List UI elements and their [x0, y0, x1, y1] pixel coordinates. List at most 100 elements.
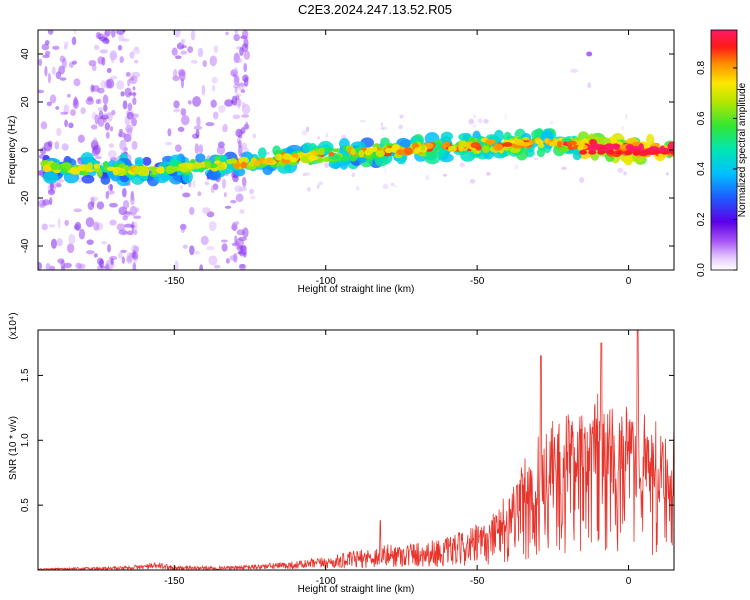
ridge-blob	[116, 169, 126, 177]
colorbar-tick-label: 0.2	[696, 212, 707, 226]
noise-speckle	[103, 104, 108, 112]
ridge-blob	[156, 166, 165, 174]
noise-speckle	[118, 34, 125, 42]
colorbar-tick-label: 0.0	[696, 263, 707, 277]
ridge-blob	[638, 143, 645, 152]
noise-speckle	[131, 117, 137, 127]
snr-y-axis: 0.5 1.0 1.5	[20, 368, 674, 512]
noise-speckle	[231, 95, 238, 106]
noise-speckle	[483, 118, 489, 124]
noise-speckle	[73, 78, 81, 87]
ridge-blob	[349, 154, 358, 162]
noise-speckle	[316, 184, 320, 189]
noise-speckle	[193, 125, 203, 130]
noise-speckle	[97, 56, 105, 65]
noise-speckle	[224, 99, 234, 107]
noise-speckle	[49, 181, 54, 191]
noise-speckle	[382, 183, 389, 190]
noise-speckle	[73, 224, 80, 230]
ridge-blob	[86, 162, 93, 170]
noise-speckle	[75, 262, 82, 270]
noise-speckle	[252, 133, 257, 139]
ridge-blob	[396, 149, 405, 156]
noise-speckle	[131, 140, 138, 150]
ridge-blob	[485, 138, 496, 145]
noise-speckle	[305, 126, 310, 133]
noise-speckle	[97, 107, 103, 112]
noise-speckle	[174, 260, 179, 270]
noise-speckle	[617, 167, 624, 173]
ridge-blob	[133, 166, 143, 173]
colorbar-tick-label: 0.6	[696, 111, 707, 125]
noise-speckle	[242, 244, 247, 253]
ridge-blob	[195, 153, 206, 163]
noise-speckle	[80, 107, 86, 115]
noise-speckle	[210, 185, 215, 194]
ridge-blob	[142, 156, 152, 166]
y-tick-label: 0	[20, 147, 31, 153]
noise-speckle	[233, 57, 243, 63]
noise-speckle	[44, 40, 50, 46]
noise-speckle	[93, 137, 98, 143]
ridge-blob	[134, 157, 144, 166]
snr-panel: -150 -100 -50 0 0.5 1.0 1.5 Height of straigh…	[8, 312, 675, 595]
ridge-blob	[176, 171, 183, 176]
snr-y-label: SNR (10 * v/v)	[8, 416, 19, 480]
noise-speckle	[110, 49, 117, 58]
noise-speckle	[109, 219, 117, 226]
noise-speckle	[225, 258, 230, 264]
noise-speckle	[189, 245, 195, 256]
noise-speckle	[66, 243, 75, 254]
noise-speckle	[44, 50, 51, 56]
noise-speckle	[133, 59, 139, 64]
ridge-blob	[192, 162, 204, 169]
noise-speckle	[165, 141, 173, 146]
noise-speckle	[68, 233, 76, 245]
ridge-blob	[79, 164, 90, 169]
noise-speckle	[110, 56, 115, 64]
ridge-blob	[364, 149, 372, 156]
noise-speckle	[221, 178, 226, 189]
noise-speckle	[94, 44, 99, 49]
colorbar-tick-label: 0.4	[696, 162, 707, 176]
peak-blob	[588, 150, 597, 155]
noise-speckle	[86, 239, 94, 245]
noise-speckle	[99, 49, 109, 54]
noise-speckle	[42, 54, 50, 59]
noise-speckle	[325, 132, 328, 139]
noise-speckle	[579, 177, 585, 183]
spectrogram-y-axis: -40 -20 0 20 40	[20, 48, 674, 253]
noise-speckle	[549, 120, 553, 125]
x-tick-label: -50	[470, 276, 485, 287]
noise-speckle	[398, 124, 403, 130]
noise-speckle	[237, 98, 241, 109]
noise-speckle	[173, 30, 181, 38]
noise-speckle	[224, 205, 232, 209]
peak-blob	[660, 150, 669, 155]
noise-speckle	[243, 62, 248, 73]
noise-speckle	[205, 121, 215, 127]
noise-speckle	[41, 43, 50, 51]
noise-speckle	[57, 217, 61, 229]
noise-speckle	[38, 58, 43, 67]
peak-blob	[615, 150, 624, 155]
peak-blob	[633, 150, 642, 155]
noise-speckle	[132, 86, 136, 91]
noise-speckle	[399, 114, 404, 119]
noise-speckle	[189, 206, 195, 215]
noise-speckle	[132, 97, 137, 106]
noise-speckle	[241, 114, 250, 118]
noise-speckle	[51, 66, 56, 76]
ridge-blob	[535, 139, 544, 145]
noise-speckle	[129, 75, 138, 85]
ridge-blob	[317, 150, 325, 156]
noise-speckle	[180, 115, 190, 126]
ridge-blob	[142, 171, 150, 177]
noise-speckle	[120, 91, 125, 97]
noise-speckle	[390, 182, 395, 186]
noise-speckle	[182, 192, 191, 198]
ridge-blob	[481, 145, 490, 153]
peak-blob	[642, 150, 651, 155]
noise-speckle	[232, 114, 241, 120]
noise-speckle	[242, 177, 247, 189]
